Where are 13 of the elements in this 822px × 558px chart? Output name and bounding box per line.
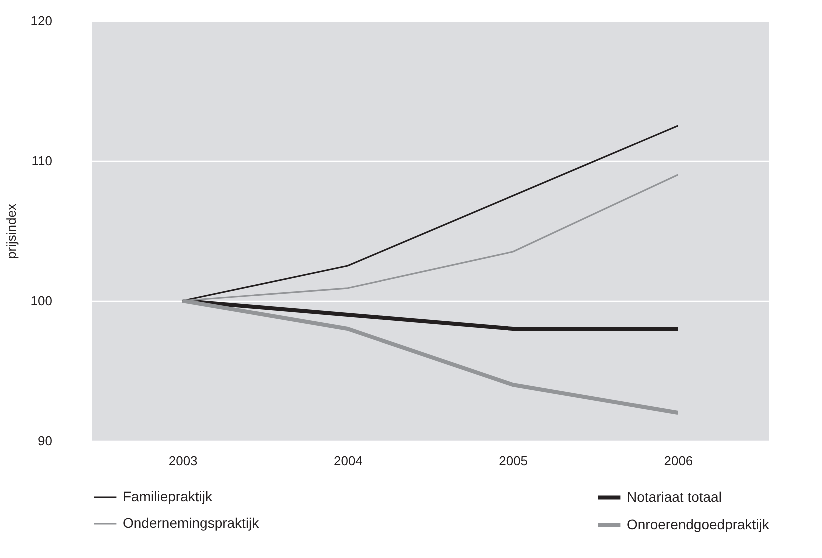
legend-label: Notariaat totaal [627,488,722,505]
x-tick-label: 2005 [499,454,528,468]
x-tick-label: 2006 [664,454,694,468]
y-tick-label: 100 [30,294,52,308]
y-axis-title: prijsindex [4,204,19,259]
x-tick-label: 2004 [334,454,363,468]
y-tick-label: 110 [32,154,52,168]
legend-label: Familiepraktijk [123,488,214,504]
y-tick-label: 120 [30,14,52,28]
y-tick-label: 90 [38,434,52,448]
x-tick-label: 2003 [168,454,198,468]
legend-label: Ondernemingspraktijk [123,515,260,531]
legend-label: Onroerendgoedpraktijk [627,516,770,532]
